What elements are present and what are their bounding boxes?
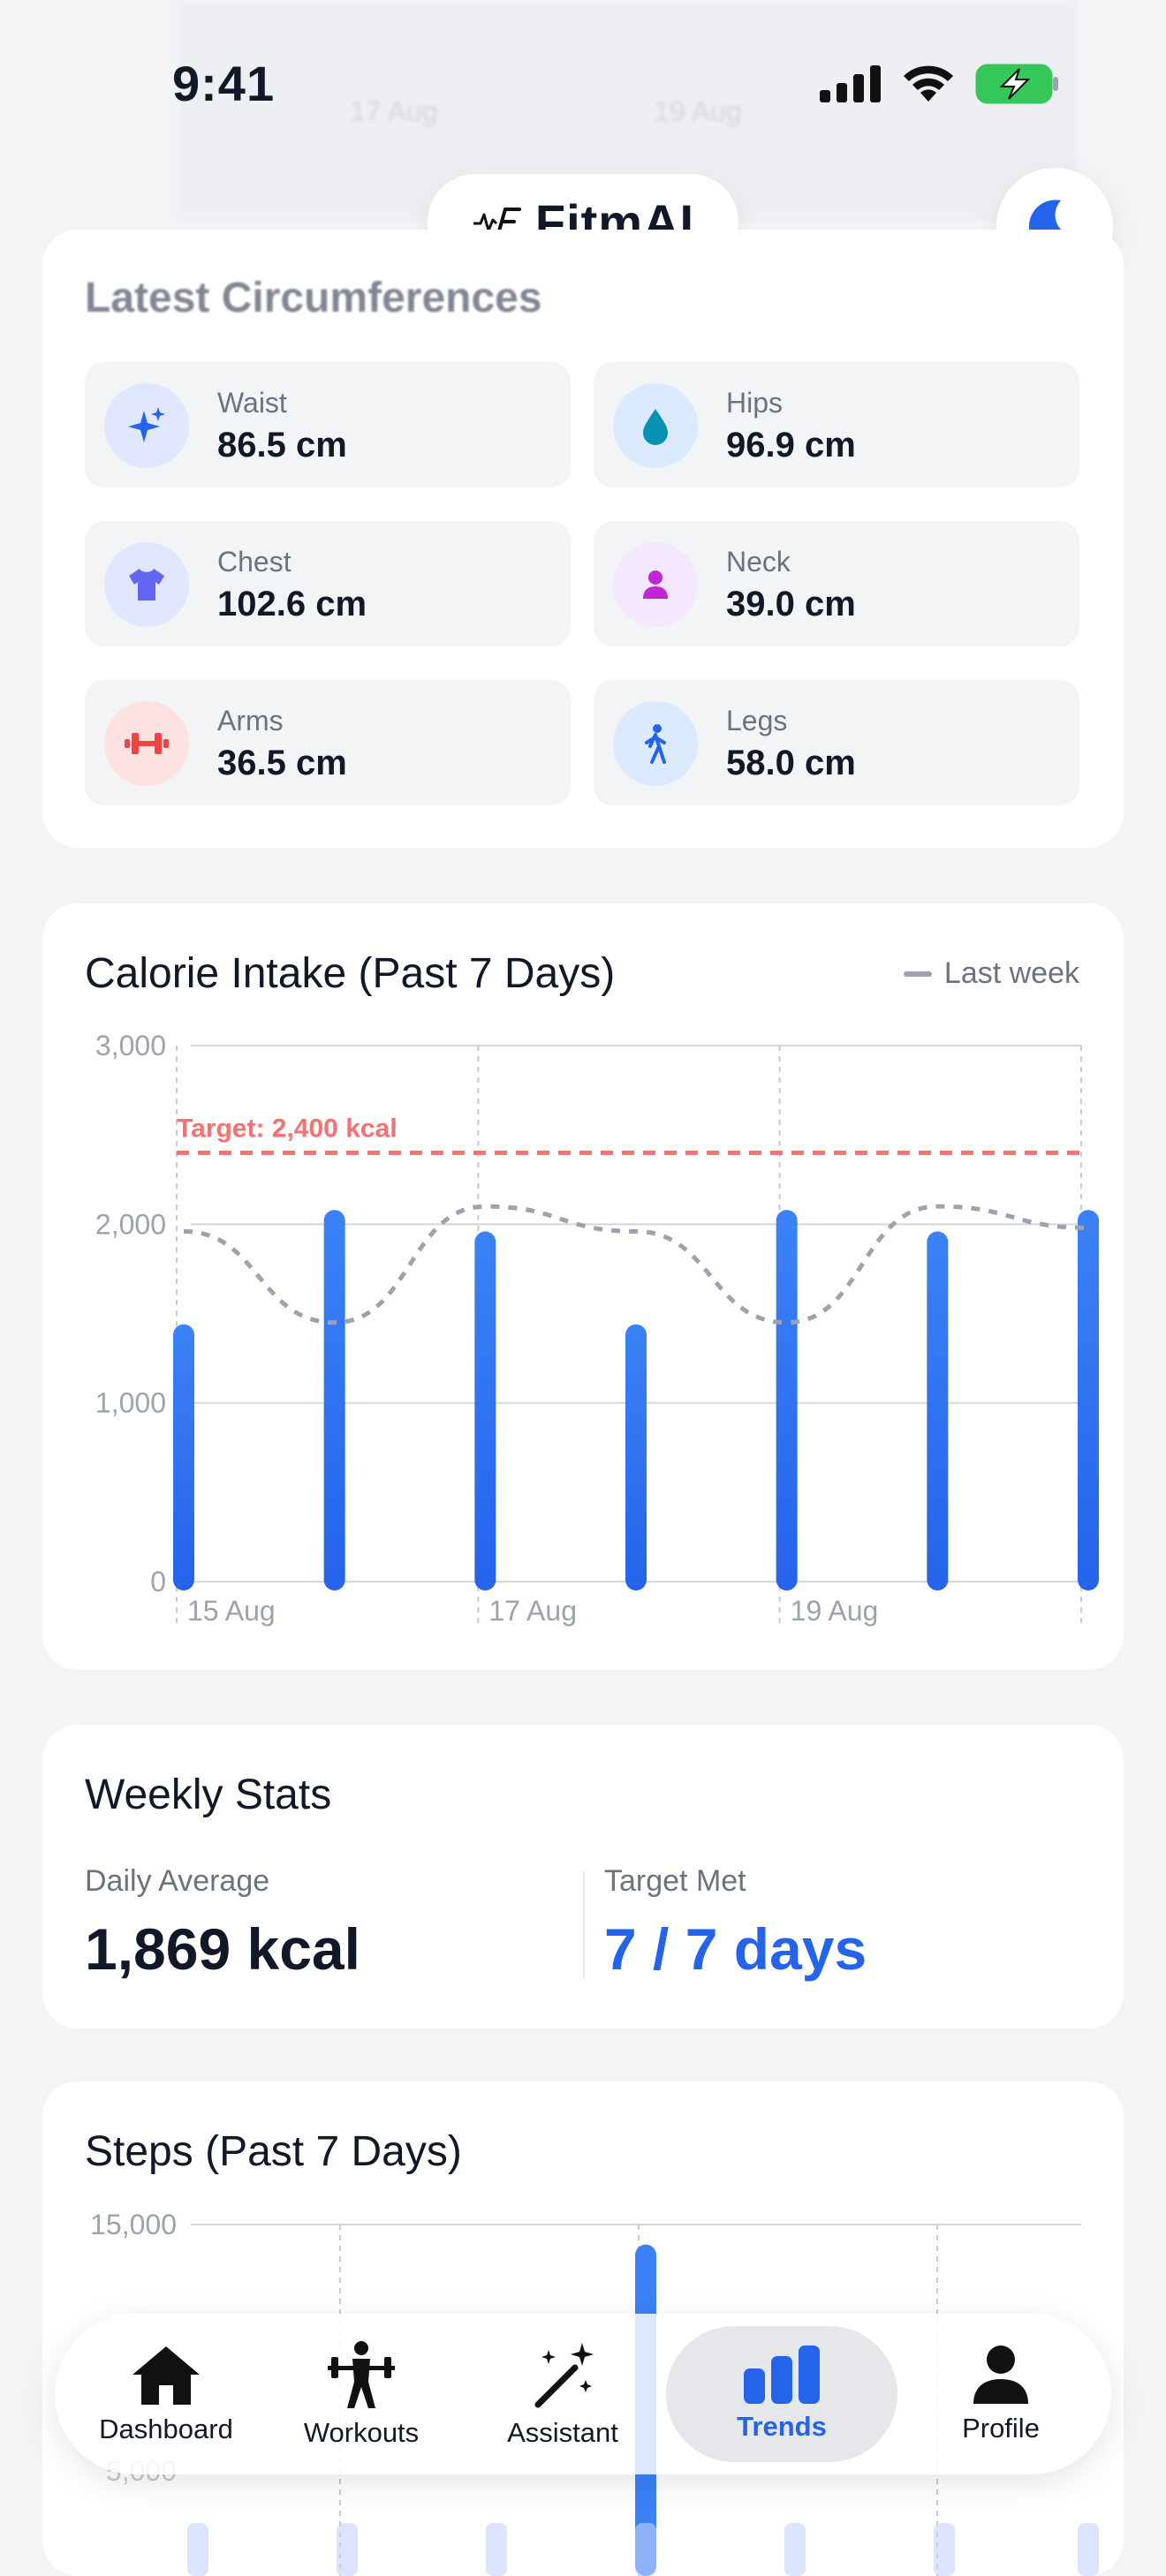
ghost-label: 19 Aug: [654, 95, 742, 127]
circumferences-title: Latest Circumferences: [85, 275, 542, 321]
bottom-tab-bar: Dashboard Workouts Assistant Trends Prof…: [55, 2314, 1111, 2474]
calorie-bar: [173, 1324, 194, 1590]
x-tick-label: 19 Aug: [791, 1595, 879, 1627]
steps-chart-title: Steps (Past 7 Days): [85, 2128, 462, 2175]
wifi-icon: [904, 65, 953, 102]
measurement-label: Neck: [726, 546, 791, 578]
steps-bar-faded: [187, 2523, 208, 2576]
signal-icon: [820, 65, 881, 102]
circumferences-card: Latest Circumferences Waist 86.5 cm Hips…: [42, 230, 1124, 848]
steps-bar-faded: [337, 2523, 358, 2576]
calorie-bar: [323, 1210, 345, 1590]
status-bar: 9:41: [0, 0, 1166, 177]
legend-label: Last week: [943, 956, 1079, 990]
tab-label: Dashboard: [99, 2414, 233, 2444]
status-icons: [820, 64, 1060, 104]
tab-label: Trends: [737, 2411, 827, 2442]
measurement-label: Hips: [726, 387, 784, 419]
bar-chart-icon: [744, 2346, 820, 2404]
fitmai-logo-icon: [473, 208, 521, 236]
y-tick-label: 15,000: [90, 2209, 177, 2240]
ghost-label: 17 Aug: [350, 95, 438, 127]
battery-charging-icon: [975, 64, 1058, 104]
target-met-value: 7 / 7 days: [604, 1916, 867, 1982]
dumbbell-icon: [104, 701, 189, 786]
x-tick-label: 15 Aug: [187, 1595, 276, 1627]
walking-icon: [613, 701, 698, 786]
measurement-label: Arms: [217, 705, 284, 737]
calorie-chart: 0 1,000 2,000 3,000 15 Aug 17 Aug 19 Aug Target…: [95, 1030, 1099, 1627]
measurement-value: 96.9 cm: [726, 426, 856, 465]
calorie-bar: [625, 1324, 647, 1590]
tab-trends[interactable]: Trends: [666, 2326, 897, 2462]
weekly-stats-title: Weekly Stats: [85, 1771, 332, 1818]
steps-bar-faded: [635, 2523, 656, 2576]
calorie-intake-card: 0 1,000 2,000 3,000 15 Aug 17 Aug 19 Aug Target…: [42, 903, 1124, 1670]
calorie-chart-title: Calorie Intake (Past 7 Days): [85, 950, 616, 997]
status-time: 9:41: [172, 56, 276, 111]
measurement-label: Legs: [726, 705, 788, 737]
measurement-label: Chest: [217, 546, 292, 578]
steps-bar-faded: [486, 2523, 507, 2576]
person-icon: [613, 542, 698, 627]
tshirt-icon: [104, 542, 189, 627]
weekly-stats-card: Weekly Stats Daily Average 1,869 kcal Ta…: [42, 1725, 1124, 2028]
legend-dash-icon: [903, 971, 932, 977]
measurement-value: 102.6 cm: [217, 585, 367, 623]
measurement-value: 86.5 cm: [217, 426, 347, 465]
measurement-value: 39.0 cm: [726, 585, 856, 623]
steps-bar-faded: [934, 2523, 955, 2576]
tab-label: Profile: [962, 2413, 1040, 2444]
tab-profile[interactable]: Profile: [926, 2314, 1076, 2474]
calorie-bar: [776, 1210, 798, 1590]
calorie-bar: [927, 1231, 949, 1590]
calorie-bar: [1078, 1210, 1099, 1590]
home-icon: [132, 2346, 200, 2405]
magic-wand-icon: [534, 2343, 594, 2408]
measurement-tile-hips[interactable]: Hips 96.9 cm: [594, 362, 1079, 487]
steps-bar-faded: [1078, 2523, 1099, 2576]
measurement-tile-chest[interactable]: Chest 102.6 cm: [85, 521, 571, 646]
measurement-tile-waist[interactable]: Waist 86.5 cm: [85, 362, 571, 487]
measurement-label: Waist: [217, 387, 287, 419]
measurement-value: 58.0 cm: [726, 744, 856, 782]
tab-assistant[interactable]: Assistant: [488, 2314, 638, 2474]
profile-icon: [973, 2346, 1028, 2404]
tab-workouts[interactable]: Workouts: [286, 2314, 436, 2474]
tab-dashboard[interactable]: Dashboard: [90, 2314, 242, 2474]
daily-average-label: Daily Average: [85, 1864, 270, 1898]
steps-bar-faded: [784, 2523, 806, 2576]
measurement-value: 36.5 cm: [217, 744, 347, 782]
last-week-line: [183, 1204, 1089, 1326]
stats-divider: [583, 1871, 585, 1979]
y-tick-label: 2,000: [95, 1208, 166, 1240]
weightlifter-icon: [328, 2341, 395, 2408]
measurement-tile-legs[interactable]: Legs 58.0 cm: [594, 680, 1079, 805]
x-tick-label: 17 Aug: [488, 1595, 577, 1627]
target-met-label: Target Met: [604, 1864, 746, 1898]
sparkles-icon: [104, 383, 189, 468]
target-label: Target: 2,400 kcal: [177, 1114, 398, 1143]
y-tick-label: 1,000: [95, 1387, 166, 1419]
measurement-tile-neck[interactable]: Neck 39.0 cm: [594, 521, 1079, 646]
measurement-tile-arms[interactable]: Arms 36.5 cm: [85, 680, 571, 805]
tab-label: Assistant: [507, 2417, 618, 2448]
y-tick-label: 3,000: [95, 1030, 166, 1061]
water-drop-icon: [613, 383, 698, 468]
tab-label: Workouts: [303, 2417, 420, 2448]
y-tick-label: 0: [150, 1566, 166, 1598]
chart-legend[interactable]: Last week: [903, 956, 1079, 991]
daily-average-value: 1,869 kcal: [85, 1916, 360, 1982]
calorie-bar: [474, 1231, 496, 1590]
